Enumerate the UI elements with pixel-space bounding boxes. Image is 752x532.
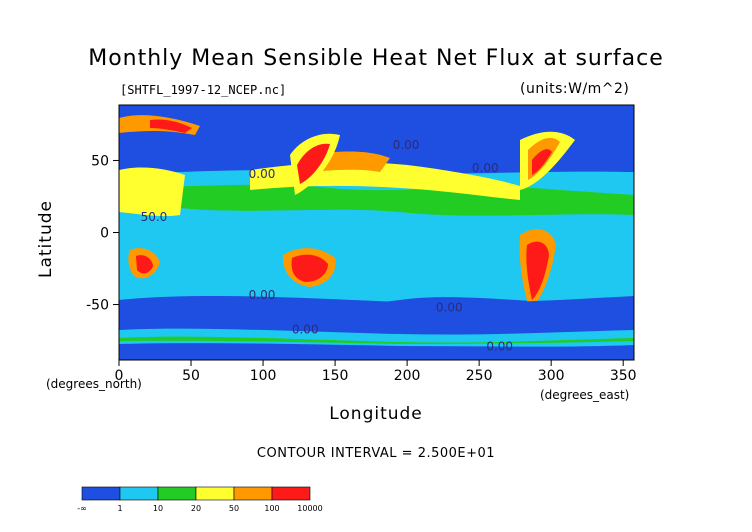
colorbar: -∞ 1 10 20 50 100 10000 [77, 486, 323, 513]
colorbar-segment [271, 486, 311, 501]
antarctic-green-band [119, 336, 634, 344]
x-axis-label: Longitude [329, 404, 423, 424]
x-tick-label: 150 [322, 368, 349, 384]
south-africa-red [136, 255, 153, 274]
kuroshio-red [297, 143, 330, 184]
colorbar-tick-label: 1 [117, 504, 122, 513]
x-tick-label: 0 [115, 368, 124, 384]
colorbar-tick-label: 10000 [297, 504, 322, 513]
colorbar-tick-label: 100 [264, 504, 279, 513]
y-tick-label: 0 [100, 226, 109, 242]
chart-title: Monthly Mean Sensible Heat Net Flux at s… [88, 46, 664, 71]
x-tick-label: 100 [250, 368, 277, 384]
southern-ocean-band [119, 296, 634, 320]
colorbar-segment [81, 486, 121, 501]
contour-label: 0.00 [486, 340, 513, 354]
axes: 0 50 100 150 200 250 300 350 50 0 -50 [86, 153, 636, 384]
contour-labels: 50.0 0.00 0.00 0.00 0.00 0.00 0.00 0.00 [141, 138, 513, 354]
contour-label: 0.00 [472, 161, 499, 175]
contour-label: 50.0 [141, 210, 168, 224]
australia-red [291, 254, 328, 282]
contour-label: 0.00 [249, 288, 276, 302]
colorbar-tick-label: -∞ [77, 504, 87, 513]
x-tick-label: 300 [538, 368, 565, 384]
africa-yellow [119, 167, 185, 217]
colorbar-segment [119, 486, 159, 501]
contour-label: 0.00 [292, 322, 319, 336]
x-tick-label: 350 [610, 368, 637, 384]
x-tick-label: 50 [182, 368, 200, 384]
y-tick-label: 50 [91, 153, 109, 169]
file-label: [SHTFL_1997-12_NCEP.nc] [120, 83, 287, 97]
colorbar-segment [233, 486, 273, 501]
south-america-red [526, 241, 549, 300]
colorbar-segment [195, 486, 235, 501]
y-tick-label: -50 [86, 298, 109, 314]
x-tick-label: 200 [394, 368, 421, 384]
units-label: (units:W/m^2) [520, 81, 630, 97]
gulf-stream-red [532, 149, 552, 175]
colorbar-tick-label: 50 [229, 504, 239, 513]
contour-label: 0.00 [249, 167, 276, 181]
y-axis-sublabel: (degrees_north) [46, 377, 142, 391]
x-axis-sublabel: (degrees_east) [540, 388, 630, 402]
x-tick-label: 250 [466, 368, 493, 384]
colorbar-segment [157, 486, 197, 501]
arctic-red [150, 119, 192, 133]
contour-interval-label: CONTOUR INTERVAL = 2.500E+01 [256, 446, 496, 461]
contour-label: 0.00 [436, 301, 463, 315]
colorbar-tick-label: 10 [153, 504, 163, 513]
map-field [119, 105, 634, 360]
colorbar-tick-label: 20 [191, 504, 201, 513]
contour-label: 0.00 [393, 138, 420, 152]
